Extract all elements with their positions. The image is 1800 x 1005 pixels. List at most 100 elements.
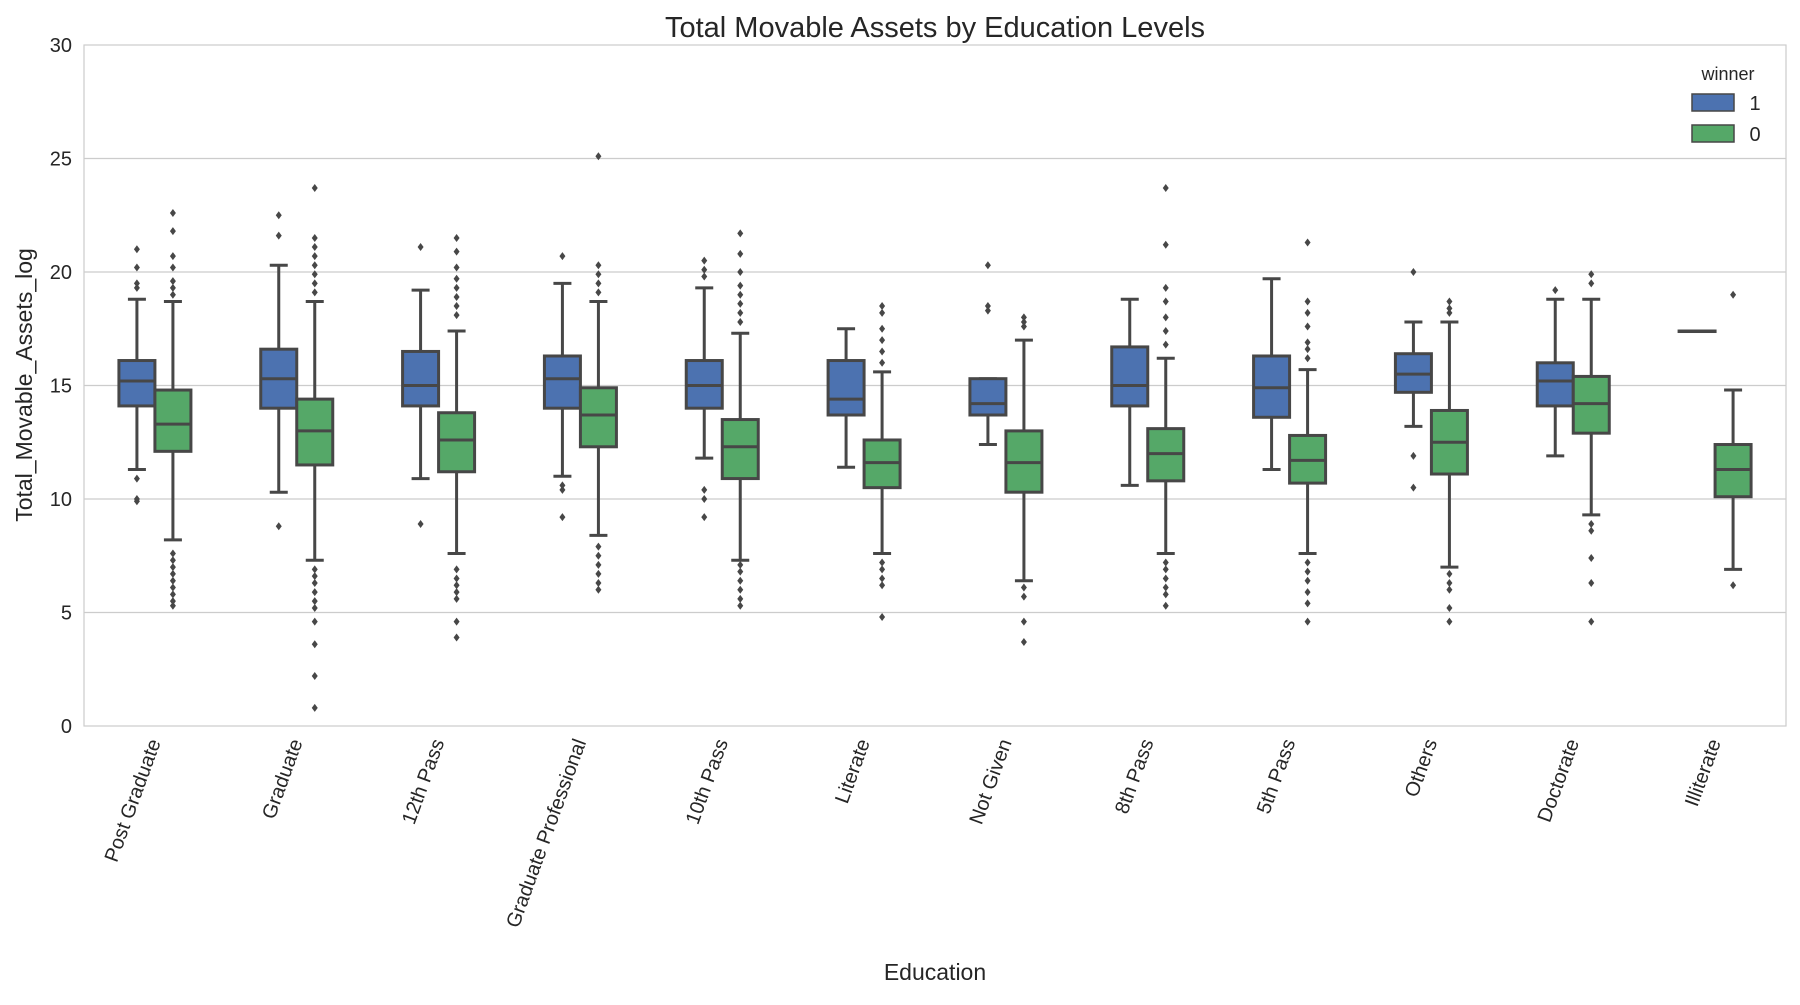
outlier-point — [737, 299, 744, 308]
outlier-point — [595, 542, 602, 551]
outlier-point — [879, 581, 886, 590]
outlier-point — [133, 497, 140, 506]
outlier-point — [311, 243, 318, 252]
box-group-1 — [684, 256, 724, 522]
outlier-point — [311, 261, 318, 270]
outlier-point — [1304, 354, 1311, 363]
outlier-point — [737, 249, 744, 258]
outlier-point — [1446, 569, 1453, 578]
outlier-point — [737, 308, 744, 317]
outlier-point — [311, 233, 318, 242]
x-axis-title: Education — [884, 959, 986, 985]
outlier-point — [1588, 578, 1595, 587]
y-tick-label: 15 — [50, 376, 72, 398]
outlier-point — [1446, 603, 1453, 612]
outlier-point — [701, 495, 708, 503]
outlier-point — [879, 558, 886, 567]
outlier-point — [275, 231, 282, 240]
outlier-point — [1162, 574, 1169, 583]
outlier-point — [311, 703, 318, 712]
y-tick-label: 30 — [50, 35, 72, 57]
outlier-point — [1162, 558, 1169, 567]
outlier-point — [1446, 617, 1453, 626]
box-group-1 — [542, 252, 582, 522]
box-group-1 — [1252, 277, 1292, 471]
outlier-point — [1304, 558, 1311, 567]
box-group-1 — [1110, 297, 1150, 487]
outlier-point — [1020, 317, 1027, 326]
box-iqr — [1535, 361, 1575, 408]
outlier-point — [879, 358, 886, 367]
outlier-point — [737, 281, 744, 290]
outlier-point — [595, 569, 602, 578]
outlier-point — [737, 576, 744, 585]
box-group-1 — [1535, 286, 1575, 458]
outlier-point — [737, 594, 744, 603]
outlier-point — [1304, 576, 1311, 585]
outlier-point — [133, 279, 140, 288]
outlier-point — [1162, 590, 1169, 599]
outlier-point — [1304, 567, 1311, 576]
outlier-point — [453, 292, 460, 301]
outlier-point — [701, 485, 708, 494]
outlier-point — [879, 302, 886, 311]
outlier-point — [453, 633, 460, 642]
box-group-1 — [826, 327, 866, 469]
outlier-point — [737, 268, 744, 276]
outlier-point — [169, 277, 176, 286]
outlier-point — [169, 601, 176, 610]
outlier-point — [1730, 581, 1737, 590]
outlier-point — [1162, 184, 1169, 193]
box-group-0 — [1288, 238, 1328, 626]
outlier-point — [879, 347, 886, 356]
outlier-point — [311, 184, 318, 193]
outlier-point — [1730, 290, 1737, 299]
outlier-point — [879, 324, 886, 333]
outlier-point — [1020, 617, 1027, 626]
outlier-point — [1552, 286, 1559, 295]
outlier-point — [595, 560, 602, 569]
y-tick-label: 25 — [50, 149, 72, 171]
legend-label-1: 1 — [1749, 93, 1760, 115]
legend-title: winner — [1700, 64, 1754, 84]
box-iqr — [437, 411, 477, 474]
outlier-point — [453, 574, 460, 583]
box-group-0 — [437, 233, 477, 642]
outlier-point — [169, 563, 176, 572]
box-group-0 — [295, 184, 335, 712]
y-tick-label: 10 — [50, 489, 72, 511]
outlier-point — [1446, 585, 1453, 594]
outlier-point — [311, 588, 318, 597]
box-group-0 — [1571, 270, 1611, 626]
outlier-point — [1410, 451, 1417, 460]
outlier-point — [879, 613, 886, 622]
box-iqr — [401, 349, 441, 408]
outlier-point — [1304, 238, 1311, 247]
outlier-point — [1020, 322, 1027, 331]
outlier-point — [453, 311, 460, 320]
box-group-0 — [1713, 290, 1753, 590]
box-group-0 — [1146, 184, 1186, 610]
outlier-point — [595, 585, 602, 594]
outlier-point — [1162, 313, 1169, 322]
outlier-point — [737, 585, 744, 594]
outlier-point — [1162, 340, 1169, 349]
outlier-point — [1020, 313, 1027, 322]
outlier-point — [1588, 519, 1595, 528]
outlier-point — [1588, 526, 1595, 535]
outlier-point — [1162, 327, 1169, 336]
outlier-point — [1304, 338, 1311, 347]
outlier-point — [701, 256, 708, 265]
outlier-point — [169, 569, 176, 578]
box-iqr — [1110, 345, 1150, 408]
chart-title: Total Movable Assets by Education Levels — [665, 12, 1205, 44]
outlier-point — [701, 265, 708, 274]
outlier-point — [417, 519, 424, 528]
outlier-point — [169, 549, 176, 558]
outlier-point — [1588, 270, 1595, 279]
outlier-point — [559, 485, 566, 494]
outlier-point — [169, 590, 176, 599]
outlier-point — [453, 263, 460, 272]
outlier-point — [1162, 297, 1169, 306]
